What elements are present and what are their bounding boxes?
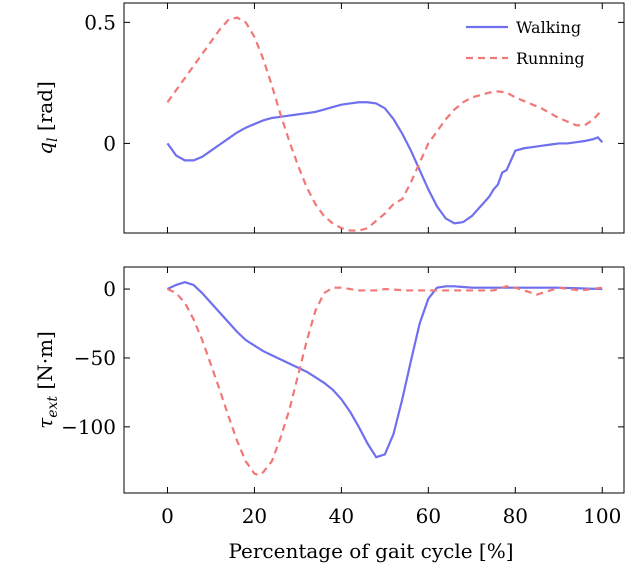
x-tick-label: 0 <box>161 504 174 528</box>
x-axis-label: Percentage of gait cycle [%] <box>228 539 513 563</box>
y-label-symbol: τ <box>33 417 57 429</box>
series-line-walking <box>166 101 604 225</box>
series-line-running <box>167 285 603 477</box>
y-label-subscript: ext <box>45 396 61 418</box>
bottom-y-axis-label: τext [N·m] <box>33 331 61 429</box>
y-tick-label: 0 <box>103 277 116 301</box>
torque-panel: 0 20 40 60 80 100 0 −50 −100 τext [N·m] Percenta… <box>33 266 625 563</box>
top-plot-frame <box>123 2 625 234</box>
y-tick-label: 0.5 <box>84 10 116 34</box>
x-tick-label: 20 <box>242 504 267 528</box>
y-tick-label: −50 <box>74 346 116 370</box>
legend: Walking Running <box>456 12 600 72</box>
bottom-series-lines <box>167 281 603 477</box>
series-line-running <box>166 16 604 232</box>
x-tick-label: 40 <box>329 504 354 528</box>
joint-angle-panel: 00.5 Walking Running ql [rad] <box>33 2 625 234</box>
x-tick-label: 100 <box>583 504 621 528</box>
x-tick-label: 80 <box>503 504 528 528</box>
y-label-unit: [N·m] <box>33 331 57 396</box>
y-label-symbol: q <box>33 142 57 155</box>
bottom-axis-ticks: 0 20 40 60 80 100 0 −50 −100 <box>61 267 624 528</box>
x-tick-label: 60 <box>416 504 441 528</box>
series-line-walking <box>167 281 603 459</box>
legend-running-label: Running <box>516 49 585 68</box>
top-axis-ticks: 00.5 <box>84 3 624 233</box>
top-series-lines <box>166 16 604 232</box>
y-label-unit: [rad] <box>33 81 57 137</box>
y-tick-label: −100 <box>61 415 116 439</box>
top-y-axis-label: ql [rad] <box>33 81 61 155</box>
bottom-plot-frame <box>123 266 625 494</box>
y-label-subscript: l <box>45 137 61 141</box>
y-tick-label: 0 <box>103 131 116 155</box>
legend-walking-label: Walking <box>516 18 581 37</box>
legend-box <box>456 12 600 72</box>
